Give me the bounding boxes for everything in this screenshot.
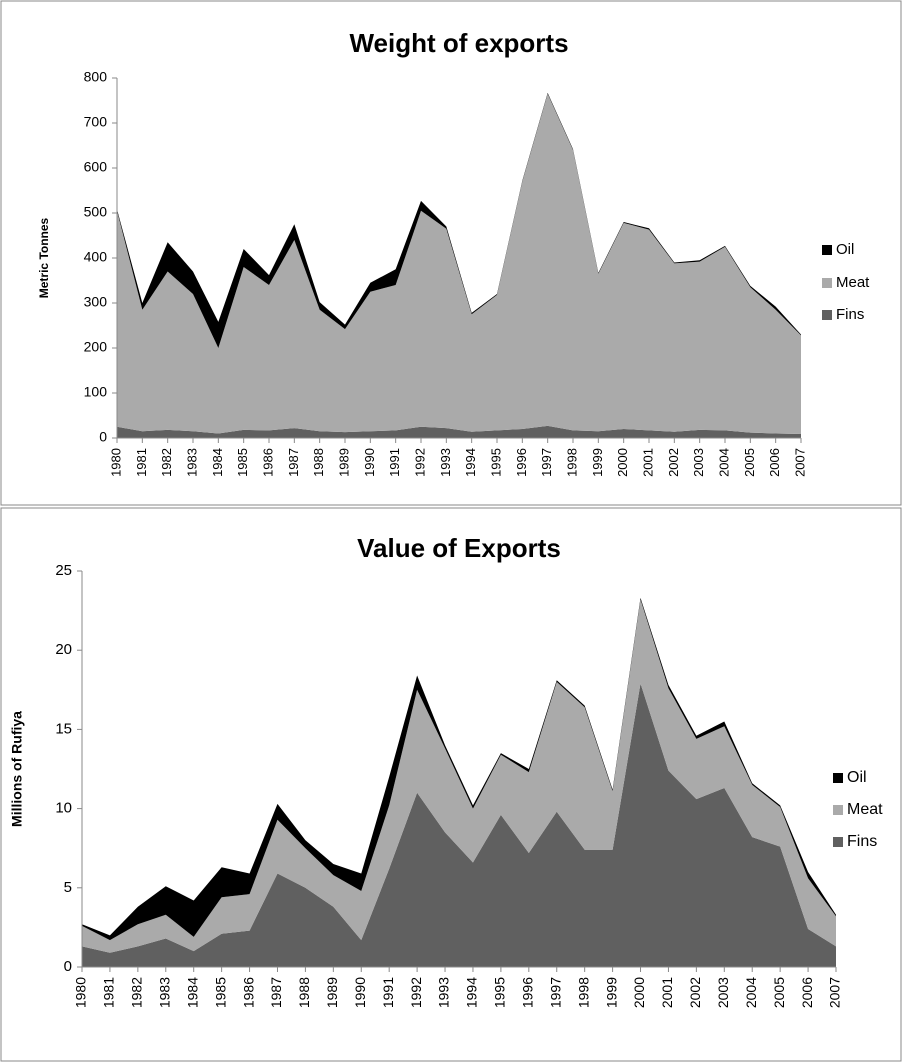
x-tick-label: 2007 bbox=[792, 448, 807, 477]
x-tick-label: 1986 bbox=[240, 977, 256, 1008]
x-tick-label: 1996 bbox=[520, 977, 536, 1008]
x-tick-label: 2003 bbox=[691, 448, 706, 477]
x-tick-label: 1990 bbox=[352, 977, 368, 1008]
x-tick-label: 1999 bbox=[603, 977, 619, 1008]
area-fins bbox=[82, 683, 836, 967]
y-tick-label: 400 bbox=[84, 249, 108, 265]
legend-label: Oil bbox=[836, 241, 854, 258]
x-tick-label: 1997 bbox=[547, 977, 563, 1008]
x-tick-label: 1993 bbox=[438, 448, 453, 477]
x-tick-label: 2006 bbox=[767, 448, 782, 477]
chart-frame bbox=[0, 507, 902, 1062]
chart-frame bbox=[0, 0, 902, 506]
x-tick-label: 1980 bbox=[73, 977, 89, 1008]
x-tick-label: 2001 bbox=[659, 977, 675, 1008]
y-tick-label: 800 bbox=[84, 69, 108, 85]
y-tick-label: 0 bbox=[64, 958, 72, 975]
x-tick-label: 1988 bbox=[311, 448, 326, 477]
legend-label: Meat bbox=[847, 801, 883, 818]
x-tick-label: 2005 bbox=[742, 448, 757, 477]
legend-label: Meat bbox=[836, 274, 870, 291]
x-tick-label: 1985 bbox=[235, 448, 250, 477]
area-oil bbox=[82, 597, 836, 941]
x-tick-label: 1981 bbox=[101, 977, 117, 1008]
x-tick-label: 1997 bbox=[539, 448, 554, 477]
x-tick-label: 1987 bbox=[286, 448, 301, 477]
x-tick-label: 1993 bbox=[436, 977, 452, 1008]
x-tick-label: 1998 bbox=[575, 977, 591, 1008]
x-tick-label: 2000 bbox=[615, 448, 630, 477]
legend-swatch bbox=[833, 773, 843, 783]
y-axis-label: Metric Tonnes bbox=[37, 217, 51, 298]
legend-swatch bbox=[833, 837, 843, 847]
y-axis-label: Millions of Rufiya bbox=[9, 711, 25, 827]
legend-swatch bbox=[822, 278, 832, 288]
area-fins bbox=[117, 425, 801, 438]
y-tick-label: 0 bbox=[99, 429, 107, 445]
legend-swatch bbox=[833, 805, 843, 815]
y-tick-label: 100 bbox=[84, 384, 108, 400]
legend-swatch bbox=[822, 310, 832, 320]
y-tick-label: 200 bbox=[84, 339, 108, 355]
x-tick-label: 2004 bbox=[743, 977, 759, 1008]
x-tick-label: 1992 bbox=[412, 448, 427, 477]
legend-label: Fins bbox=[847, 833, 877, 850]
y-tick-label: 5 bbox=[64, 879, 72, 896]
legend-label: Oil bbox=[847, 769, 867, 786]
y-tick-label: 700 bbox=[84, 114, 108, 130]
y-tick-label: 20 bbox=[55, 641, 72, 658]
x-tick-label: 2005 bbox=[771, 977, 787, 1008]
x-tick-label: 1995 bbox=[492, 977, 508, 1008]
x-tick-label: 1986 bbox=[260, 448, 275, 477]
x-tick-label: 1991 bbox=[380, 977, 396, 1008]
x-tick-label: 1991 bbox=[387, 448, 402, 477]
x-tick-label: 1990 bbox=[362, 448, 377, 477]
y-tick-label: 600 bbox=[84, 159, 108, 175]
x-tick-label: 1989 bbox=[336, 448, 351, 477]
legend-swatch bbox=[822, 245, 832, 255]
x-tick-label: 2006 bbox=[799, 977, 815, 1008]
y-tick-label: 25 bbox=[55, 562, 72, 579]
x-tick-label: 2007 bbox=[827, 977, 843, 1008]
y-tick-label: 15 bbox=[55, 720, 72, 737]
chart-title: Weight of exports bbox=[349, 28, 568, 58]
x-tick-label: 1994 bbox=[464, 977, 480, 1008]
x-tick-label: 2000 bbox=[631, 977, 647, 1008]
x-tick-label: 2002 bbox=[687, 977, 703, 1008]
x-tick-label: 1988 bbox=[296, 977, 312, 1008]
x-tick-label: 1981 bbox=[134, 448, 149, 477]
x-tick-label: 1980 bbox=[108, 448, 123, 477]
x-tick-label: 1995 bbox=[488, 448, 503, 477]
x-tick-label: 2002 bbox=[666, 448, 681, 477]
x-tick-label: 1994 bbox=[463, 448, 478, 477]
x-tick-label: 2001 bbox=[640, 448, 655, 477]
legend-label: Fins bbox=[836, 306, 864, 323]
x-tick-label: 1982 bbox=[159, 448, 174, 477]
x-tick-label: 1998 bbox=[564, 448, 579, 477]
y-tick-label: 300 bbox=[84, 294, 108, 310]
y-tick-label: 10 bbox=[55, 800, 72, 817]
x-tick-label: 1983 bbox=[156, 977, 172, 1008]
x-tick-label: 1996 bbox=[514, 448, 529, 477]
area-meat bbox=[117, 93, 801, 434]
x-tick-label: 1982 bbox=[129, 977, 145, 1008]
x-tick-label: 1987 bbox=[268, 977, 284, 1008]
x-tick-label: 1985 bbox=[212, 977, 228, 1008]
area-meat bbox=[82, 599, 836, 953]
x-tick-label: 1983 bbox=[184, 448, 199, 477]
x-tick-label: 1999 bbox=[590, 448, 605, 477]
y-tick-label: 500 bbox=[84, 204, 108, 220]
x-tick-label: 2004 bbox=[716, 448, 731, 477]
x-tick-label: 1992 bbox=[408, 977, 424, 1008]
x-tick-label: 2003 bbox=[715, 977, 731, 1008]
x-tick-label: 1984 bbox=[210, 448, 225, 477]
x-tick-label: 1989 bbox=[324, 977, 340, 1008]
chart-title: Value of Exports bbox=[357, 533, 561, 563]
x-tick-label: 1984 bbox=[184, 977, 200, 1008]
